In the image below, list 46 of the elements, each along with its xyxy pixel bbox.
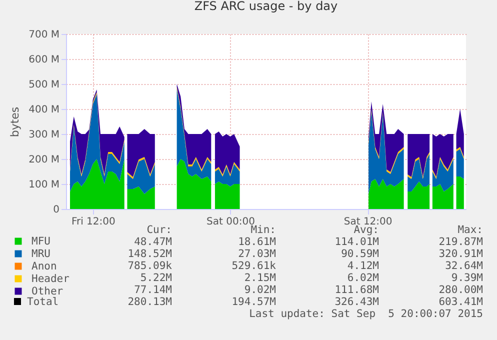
y-tick-label: 600 M xyxy=(28,54,60,66)
text: 326.43M xyxy=(334,296,379,308)
y-tick-label: 200 M xyxy=(28,154,60,166)
text: 90.59M xyxy=(341,248,379,260)
text: Max: xyxy=(458,224,483,236)
text: Min: xyxy=(250,224,276,236)
legend-label: MFU xyxy=(32,235,50,248)
text: 114.01M xyxy=(334,236,379,248)
text: Total xyxy=(27,296,59,308)
text: Avg: xyxy=(354,224,379,236)
legend-label: MRU xyxy=(32,248,50,260)
y-tick-label: 700 M xyxy=(28,30,60,40)
text: 320.91M xyxy=(438,248,483,260)
legend-label: Header xyxy=(32,272,70,285)
text: 6.02M xyxy=(347,272,379,284)
text: 48.47M xyxy=(134,236,172,248)
text: 280.00M xyxy=(438,284,483,296)
y-tick-label: 100 M xyxy=(28,180,60,190)
text: 603.41M xyxy=(438,296,483,308)
text: 9.39M xyxy=(451,272,483,284)
y-tick-label: 500 M xyxy=(28,80,60,90)
text: 785.09k xyxy=(128,260,172,272)
text: 5.22M xyxy=(140,272,172,284)
text: 32.64M xyxy=(445,260,483,272)
text: 27.03M xyxy=(238,248,276,260)
text: 219.87M xyxy=(438,236,483,248)
legend-label: Anon xyxy=(32,260,57,272)
text: 194.57M xyxy=(232,296,276,308)
y-tick-label: 400 M xyxy=(28,104,60,116)
text: 77.14M xyxy=(134,284,172,296)
y-tick-label: 300 M xyxy=(28,130,60,140)
y-tick-label: 0 xyxy=(53,204,60,216)
text: 18.61M xyxy=(238,236,276,248)
text: 2.15M xyxy=(244,272,276,284)
text: 148.52M xyxy=(128,248,172,260)
text: Last update: Sat Sep 5 20:00:07 2015 xyxy=(249,308,483,320)
text: 280.13M xyxy=(128,296,172,308)
chart-title: ZFS ARC usage - by day xyxy=(194,0,338,13)
y-axis-title: bytes xyxy=(8,106,22,138)
x-tick-label: Fri 12:00 xyxy=(71,216,116,228)
text: Cur: xyxy=(146,224,172,236)
legend-label: Other xyxy=(32,285,64,298)
text: 111.68M xyxy=(334,284,379,296)
text: 9.02M xyxy=(244,284,276,296)
text: 529.61k xyxy=(232,260,276,272)
text: 4.12M xyxy=(347,260,379,272)
